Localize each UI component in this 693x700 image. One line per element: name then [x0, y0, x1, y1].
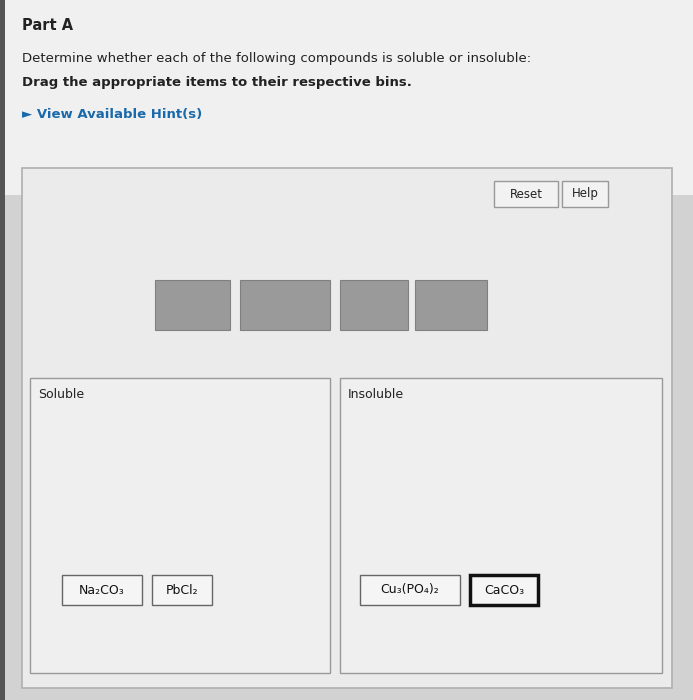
Bar	[152, 575, 212, 605]
Bar	[470, 575, 538, 605]
FancyBboxPatch shape	[22, 168, 672, 688]
Bar	[0, 0, 693, 195]
Text: Determine whether each of the following compounds is soluble or insoluble:: Determine whether each of the following …	[22, 52, 531, 65]
Text: Cu₃(PO₄)₂: Cu₃(PO₄)₂	[380, 584, 439, 596]
Text: Insoluble: Insoluble	[348, 388, 404, 401]
Bar	[155, 280, 230, 330]
FancyBboxPatch shape	[494, 181, 558, 207]
Text: PbCl₂: PbCl₂	[166, 584, 198, 596]
Text: Part A: Part A	[22, 18, 73, 33]
Bar	[0, 0, 5, 700]
Text: Drag the appropriate items to their respective bins.: Drag the appropriate items to their resp…	[22, 76, 412, 89]
Text: ► View Available Hint(s): ► View Available Hint(s)	[22, 108, 202, 121]
FancyBboxPatch shape	[30, 378, 330, 673]
Bar	[62, 575, 142, 605]
FancyBboxPatch shape	[340, 378, 662, 673]
Bar	[415, 280, 487, 330]
Text: CaCO₃: CaCO₃	[484, 584, 524, 596]
Text: Help: Help	[572, 188, 599, 200]
Text: Reset: Reset	[509, 188, 543, 200]
FancyBboxPatch shape	[562, 181, 608, 207]
Bar	[340, 280, 408, 330]
Text: Na₂CO₃: Na₂CO₃	[79, 584, 125, 596]
Bar	[360, 575, 460, 605]
Bar	[240, 280, 330, 330]
Text: Soluble: Soluble	[38, 388, 84, 401]
